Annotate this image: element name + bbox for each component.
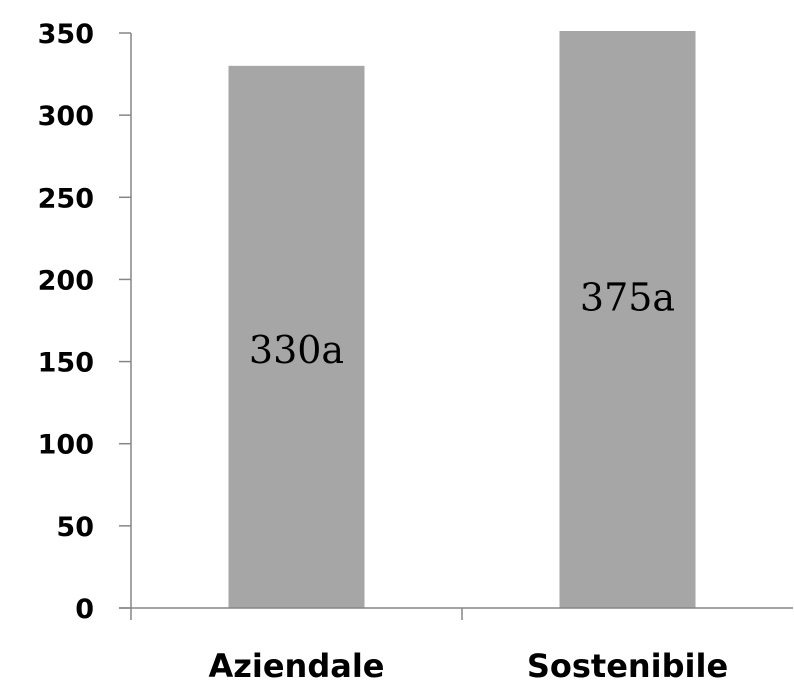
data-label-aziendale: 330a bbox=[249, 328, 344, 372]
y-tick-label: 350 bbox=[38, 19, 94, 50]
y-tick-label: 200 bbox=[38, 265, 94, 296]
data-label-sostenibile: 375a bbox=[580, 276, 675, 320]
y-tick-label: 0 bbox=[75, 594, 94, 625]
y-tick-label: 50 bbox=[56, 512, 94, 543]
y-tick-label: 100 bbox=[38, 430, 94, 461]
y-tick-label: 150 bbox=[38, 348, 94, 379]
y-tick-labels-group: 0 50 100 150 200 250 300 350 bbox=[38, 19, 94, 625]
bar-aziendale bbox=[228, 65, 365, 609]
y-tick-label: 300 bbox=[38, 101, 94, 132]
data-labels-group: 330a 375a bbox=[249, 276, 675, 372]
x-category-labels-group: Aziendale Sostenibile bbox=[208, 647, 728, 681]
y-tick-label: 250 bbox=[38, 183, 94, 214]
axes-group bbox=[119, 32, 793, 620]
x-label-aziendale: Aziendale bbox=[208, 647, 384, 681]
bar-sostenibile bbox=[559, 31, 696, 608]
x-label-sostenibile: Sostenibile bbox=[527, 647, 728, 681]
bars-group bbox=[228, 31, 696, 609]
